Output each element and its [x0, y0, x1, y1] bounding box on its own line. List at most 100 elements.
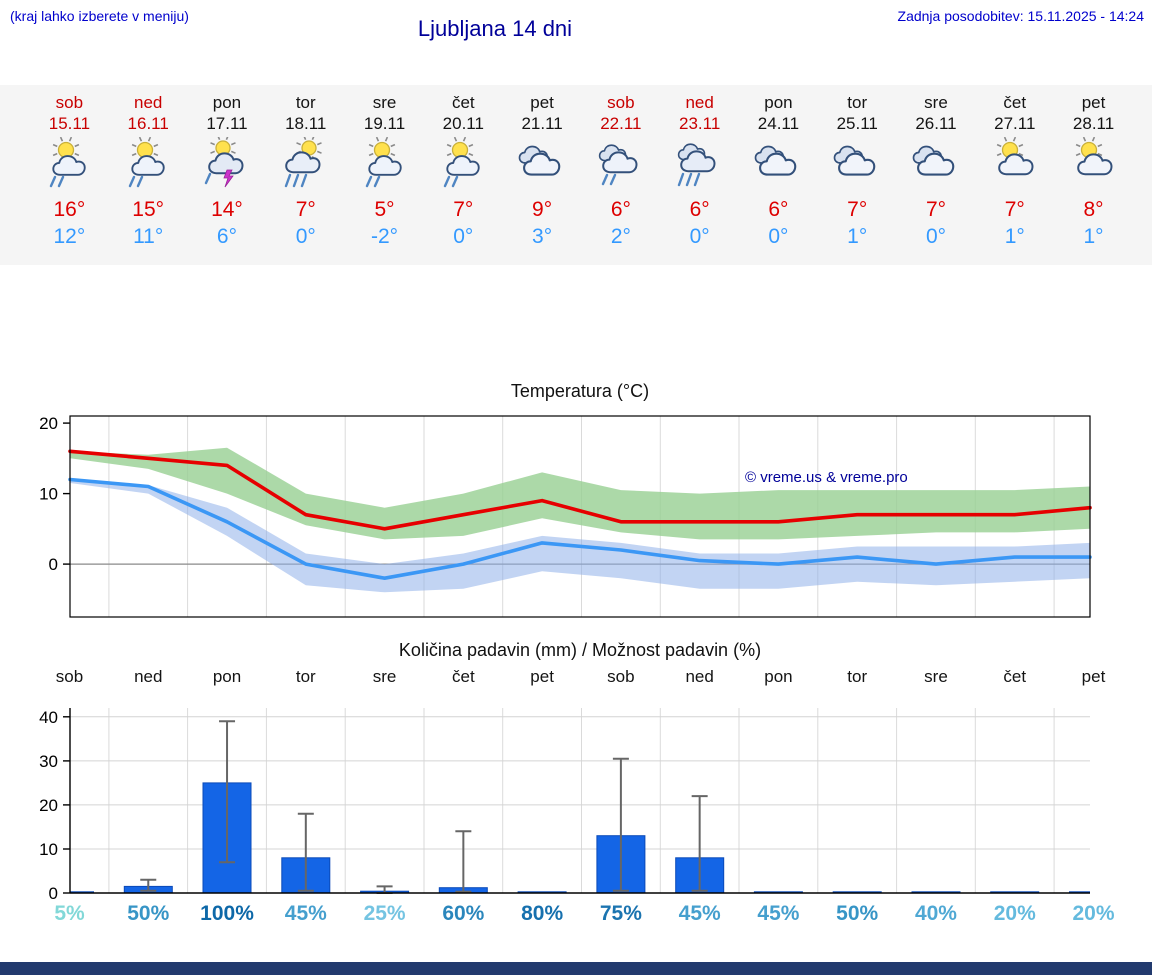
svg-text:20: 20: [39, 414, 58, 433]
day-min-temp: 0°: [925, 225, 947, 248]
day-column: tor 18.11 7° 0°: [266, 85, 345, 265]
svg-text:30: 30: [39, 752, 58, 771]
day-date: 25.11: [836, 114, 878, 133]
day-name: sre: [372, 93, 397, 112]
cloud-heavy-rain-icon: [660, 137, 739, 195]
day-name: pon: [212, 93, 242, 112]
day-column: sob 22.11 6° 2°: [581, 85, 660, 265]
day-column: ned 16.11 15° 11°: [109, 85, 188, 265]
day-name: pet: [530, 93, 554, 112]
precip-probability: 20%: [1072, 902, 1115, 925]
day-column: pet 28.11 8° 1°: [1054, 85, 1133, 265]
precip-day-label: pon: [764, 667, 793, 686]
day-column: tor 25.11 7° 1°: [818, 85, 897, 265]
precip-day-label: sob: [55, 667, 84, 686]
sun-cloud-icon: [1054, 137, 1133, 195]
bottom-bar: [0, 962, 1152, 975]
cloudy-icon: [897, 137, 976, 195]
day-max-temp: 8°: [1083, 198, 1104, 221]
day-name: ned: [685, 93, 714, 112]
precip-day-label: sre: [924, 667, 948, 686]
precip-day-label: čet: [452, 667, 475, 686]
day-max-temp: 15°: [132, 198, 165, 221]
day-max-temp: 9°: [532, 198, 553, 221]
day-date: 17.11: [206, 114, 248, 133]
day-min-temp: 0°: [689, 225, 710, 248]
day-date: 27.11: [994, 114, 1036, 133]
day-date: 18.11: [285, 114, 327, 133]
day-min-temp: 12°: [53, 225, 86, 248]
day-min-temp: 0°: [453, 225, 474, 248]
day-name: pon: [764, 93, 793, 112]
precip-day-label: pet: [530, 667, 554, 686]
precip-probability: 80%: [521, 902, 564, 925]
day-date: 26.11: [915, 114, 957, 133]
day-date: 24.11: [757, 114, 800, 133]
svg-text:0: 0: [49, 555, 58, 574]
day-max-temp: 6°: [610, 198, 631, 221]
precip-probability: 100%: [200, 902, 254, 925]
day-max-temp: 7°: [847, 198, 868, 221]
day-max-temp: 7°: [295, 198, 316, 221]
svg-text:40: 40: [39, 708, 58, 727]
day-column: čet 20.11 7° 0°: [424, 85, 503, 265]
day-min-temp: 1°: [1004, 225, 1025, 248]
precip-day-label: ned: [134, 667, 163, 686]
day-name: tor: [847, 93, 868, 112]
day-strip: sob 15.11 16° 12° ned 16.11 15° 11° pon 17.11 14° 6…: [30, 85, 1133, 265]
precip-probability: 40%: [914, 902, 957, 925]
day-min-temp: 1°: [1083, 225, 1104, 248]
day-name: čet: [451, 93, 475, 112]
cloud-rain-icon: [581, 137, 660, 195]
day-name: ned: [133, 93, 163, 112]
svg-text:0: 0: [49, 884, 58, 900]
precip-day-label: ned: [685, 667, 714, 686]
temperature-chart: 0 10 20 © vreme.us & vreme.pro: [39, 414, 1092, 618]
precip-probability: 45%: [284, 902, 327, 925]
precip-probability: 75%: [599, 902, 642, 925]
day-max-temp: 6°: [768, 198, 789, 221]
precip-day-label: sre: [372, 667, 397, 686]
precip-probability: 50%: [836, 902, 879, 925]
day-min-temp: 2°: [610, 225, 631, 248]
precip-probability: 50%: [127, 902, 170, 925]
day-max-temp: 7°: [453, 198, 474, 221]
sun-rain-icon: [109, 137, 188, 195]
precip-probability: 45%: [757, 902, 800, 925]
day-column: sre 26.11 7° 0°: [897, 85, 976, 265]
precip-day-label: tor: [847, 667, 868, 686]
precipitation-chart-title: Količina padavin (mm) / Možnost padavin …: [398, 640, 762, 660]
day-max-temp: 16°: [53, 198, 86, 221]
precip-probability: 45%: [678, 902, 721, 925]
day-column: čet 27.11 7° 1°: [975, 85, 1054, 265]
svg-text:10: 10: [39, 840, 58, 859]
sun-rain-icon: [345, 137, 424, 195]
svg-text:10: 10: [39, 485, 58, 504]
cloudy-icon: [739, 137, 818, 195]
precip-probability: 60%: [442, 902, 485, 925]
day-date: 20.11: [442, 114, 484, 133]
precip-day-label: pon: [212, 667, 242, 686]
day-name: sob: [55, 93, 84, 112]
day-min-temp: 0°: [295, 225, 316, 248]
sun-storm-icon: [188, 137, 267, 195]
day-max-temp: 7°: [1004, 198, 1025, 221]
precip-day-label: sob: [607, 667, 635, 686]
precip-probability: 5%: [54, 902, 85, 925]
precip-day-label: tor: [295, 667, 316, 686]
day-date: 19.11: [363, 114, 406, 133]
day-column: sre 19.11 5° -2°: [345, 85, 424, 265]
day-min-temp: 11°: [133, 225, 164, 248]
day-date: 22.11: [600, 114, 642, 133]
last-updated: Zadnja posodobitev: 15.11.2025 - 14:24: [897, 8, 1144, 24]
day-date: 23.11: [679, 114, 721, 133]
precip-probability: 20%: [993, 902, 1036, 925]
day-name: čet: [1003, 93, 1027, 112]
sun-rain-icon: [30, 137, 109, 195]
watermark: © vreme.us & vreme.pro: [745, 469, 908, 486]
day-min-temp: 1°: [847, 225, 868, 248]
day-name: tor: [295, 93, 316, 112]
day-date: 15.11: [48, 114, 91, 133]
precip-day-label: pet: [1081, 667, 1106, 686]
svg-text:20: 20: [39, 796, 58, 815]
